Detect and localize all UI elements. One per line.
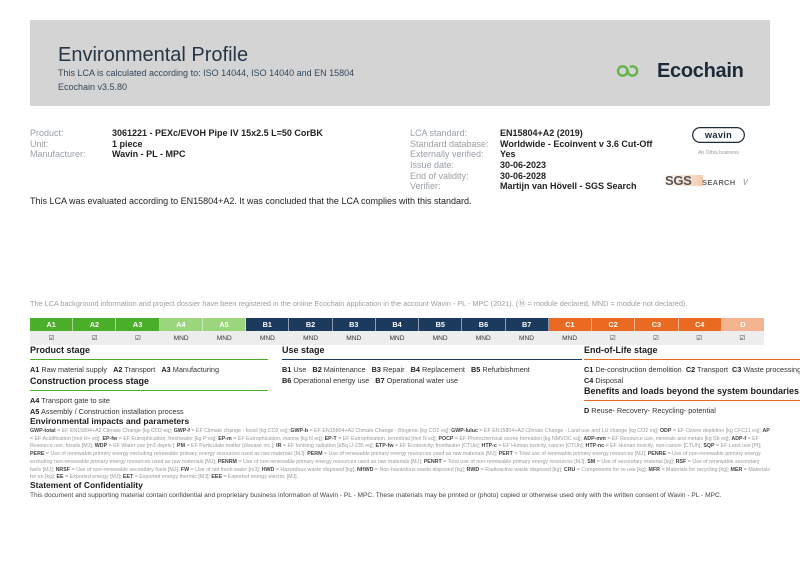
- svg-text:wavin: wavin: [704, 130, 732, 140]
